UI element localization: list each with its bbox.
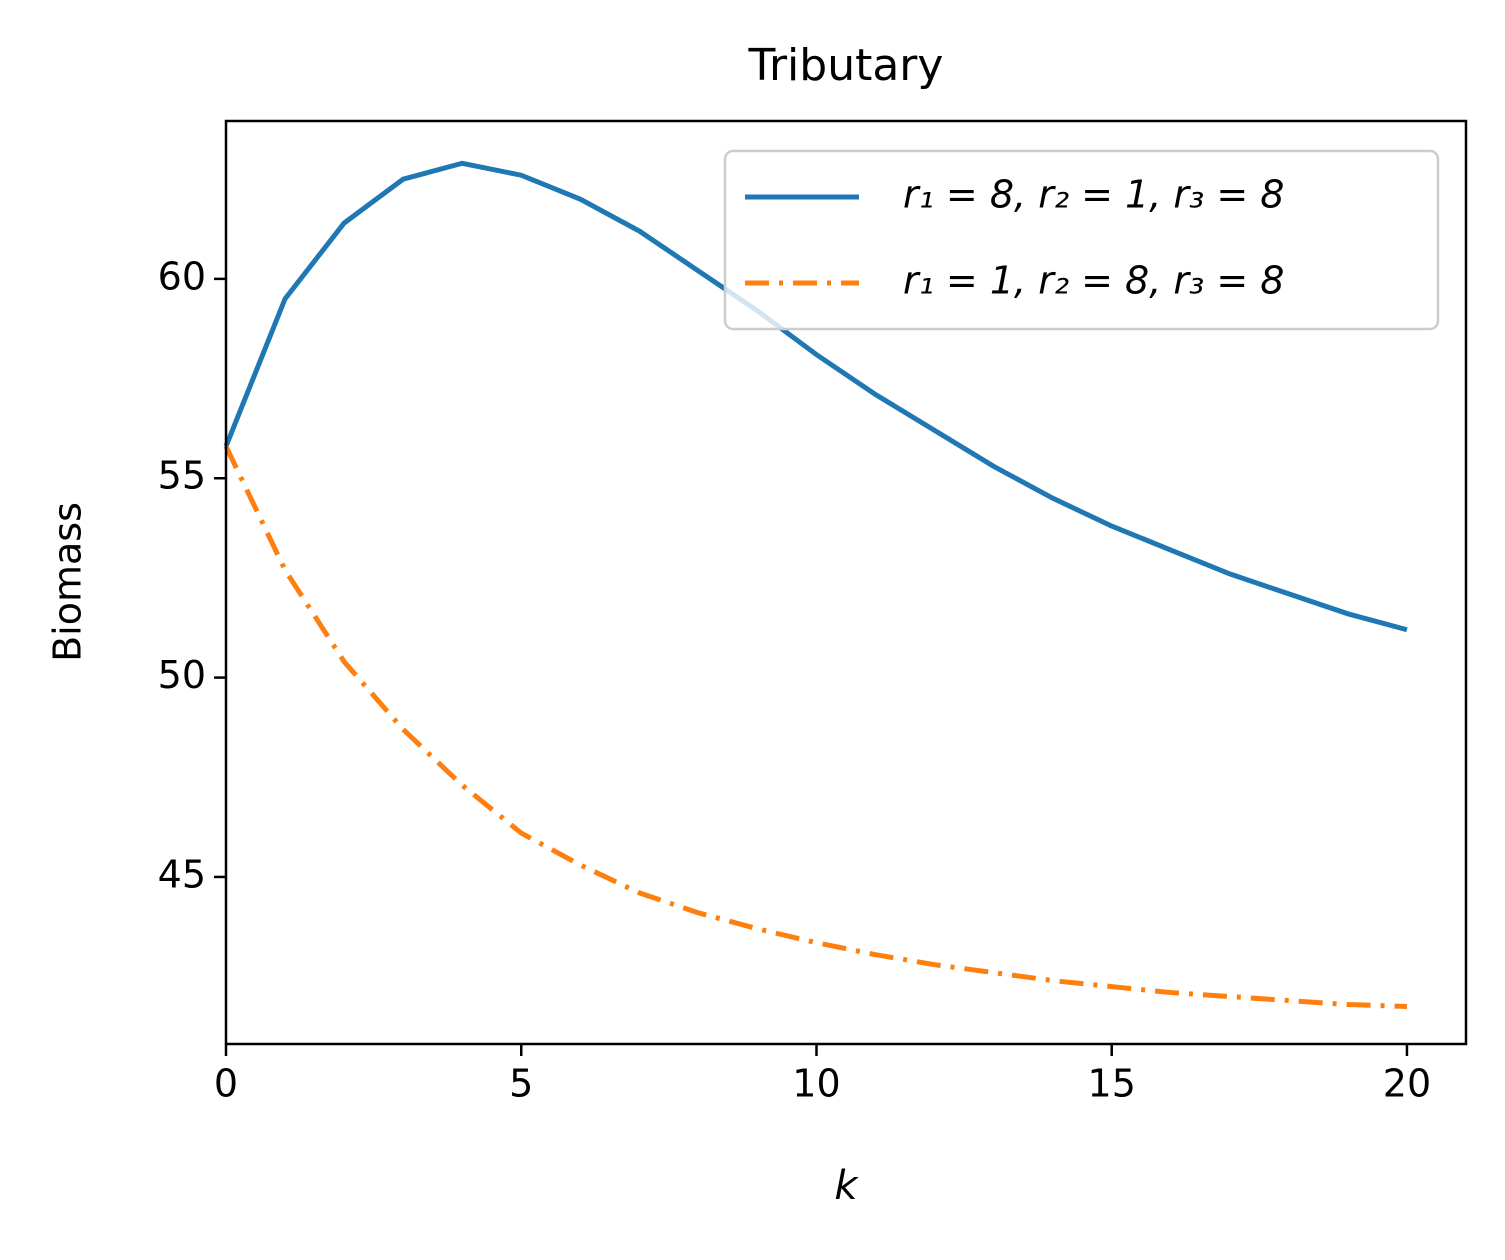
x-tick-label: 10 (792, 1062, 840, 1106)
axes-frame (224, 119, 1468, 1046)
x-axis-label: k (834, 1163, 859, 1209)
legend: r₁ = 8, r₂ = 1, r₃ = 8 r₁ = 1, r₂ = 8, r₃… (723, 149, 1440, 331)
legend-label: r₁ = 1, r₂ = 8, r₃ = 8 (903, 259, 1284, 303)
legend-box (723, 149, 1440, 331)
x-tick-label: 0 (214, 1062, 238, 1106)
line-series (223, 160, 1408, 633)
y-tick-label: 50 (158, 653, 206, 697)
chart-title: Tributary (748, 40, 944, 91)
y-tick-label: 60 (158, 254, 206, 298)
x-tick-label: 20 (1383, 1062, 1431, 1106)
x-tick-label: 5 (509, 1062, 533, 1106)
y-axis-label: Biomass (46, 502, 90, 662)
y-tick-label: 45 (158, 852, 206, 896)
x-tick-label: 15 (1088, 1062, 1136, 1106)
legend-label: r₁ = 8, r₂ = 1, r₃ = 8 (903, 173, 1284, 217)
line-series (223, 445, 1408, 1010)
y-tick-label: 55 (158, 454, 206, 498)
